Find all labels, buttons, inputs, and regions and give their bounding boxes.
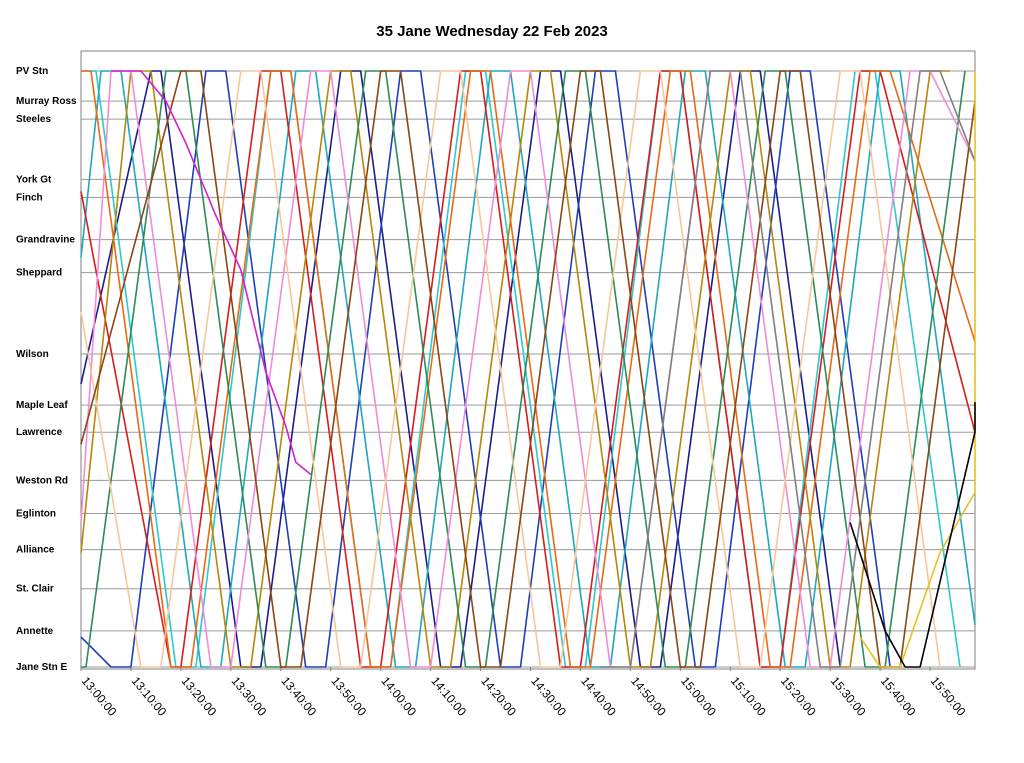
chart-title: 35 Jane Wednesday 22 Feb 2023 [376,23,608,40]
stop-label: PV Stn [16,66,48,77]
x-tick-label: 15:40:00 [878,674,919,719]
stop-label: Finch [16,192,43,203]
x-tick-label: 13:40:00 [278,674,319,719]
x-tick-label: 14:20:00 [478,674,519,719]
x-tick-label: 14:00:00 [378,674,419,719]
trip-line-5 [80,70,976,668]
stop-labels: PV Stn Murray Ross Steeles York Gt Finch Gran… [16,66,77,673]
x-tick-label: 14:40:00 [578,674,619,719]
x-tick-label: 14:30:00 [528,674,569,719]
stop-label: Eglinton [16,508,56,519]
stop-label: Lawrence [16,427,63,438]
x-tick-label: 15:20:00 [778,674,819,719]
stop-label: Wilson [16,349,49,360]
trip-line-10 [80,70,941,668]
trip-line-6 [81,70,976,668]
x-tick-label: 14:50:00 [628,674,669,719]
x-tick-label: 13:20:00 [179,674,220,719]
x-tick-label: 13:00:00 [79,674,120,719]
x-tick-label: 15:00:00 [678,674,719,719]
stop-label: Maple Leaf [16,400,68,411]
x-tick-label: 13:50:00 [328,674,369,719]
stop-label: Steeles [16,114,51,125]
stop-label: St. Clair [16,584,54,595]
trip-line-11 [80,70,976,668]
x-tick-label: 15:50:00 [928,674,969,719]
trip-line-12 [111,70,312,476]
stop-label: Sheppard [16,268,62,279]
x-tick-label: 13:30:00 [229,674,270,719]
vehicle-trips [80,70,976,668]
stop-label: Grandravine [16,235,75,246]
stop-label: Annette [16,626,54,637]
x-tick-label: 15:10:00 [728,674,769,719]
x-tick-label: 15:30:00 [828,674,869,719]
stop-label: Murray Ross [16,96,77,107]
trip-line-13 [600,70,976,668]
trip-line-15 [849,402,976,668]
trip-line-4 [80,70,976,668]
stop-label: Weston Rd [16,475,68,486]
stop-label: Jane Stn E [16,662,67,673]
stop-label: Alliance [16,545,55,556]
x-tick-label: 13:10:00 [129,674,170,719]
stop-label: York Gt [16,174,52,185]
x-tick-label: 14:10:00 [428,674,469,719]
x-axis-ticks: 13:00:00 13:10:00 13:20:00 13:30:00 13:40:00… [79,667,969,719]
